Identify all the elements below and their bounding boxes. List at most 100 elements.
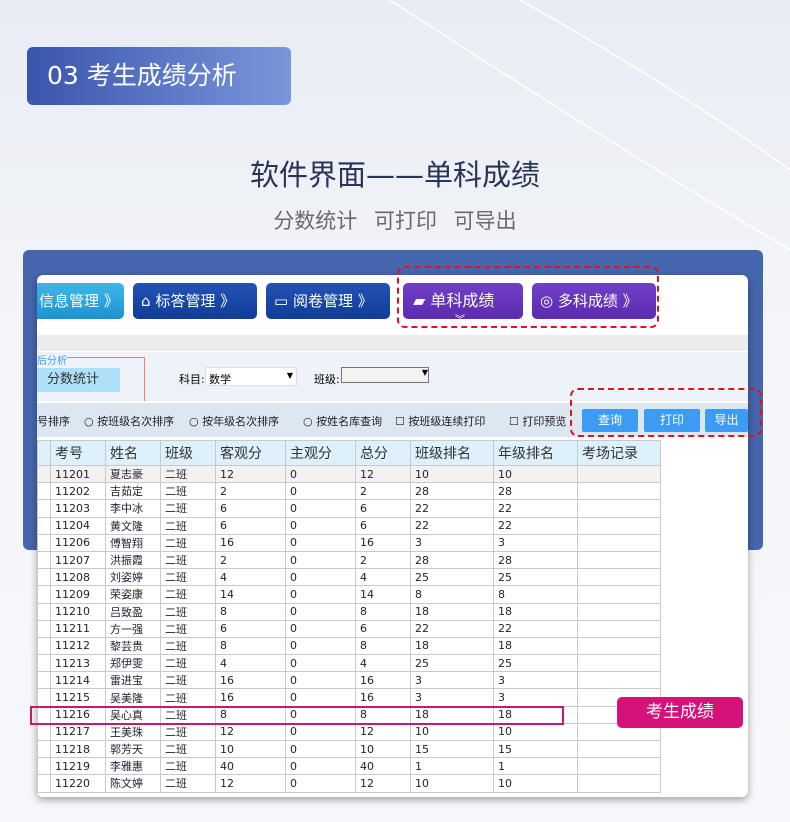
table-cell: 28 [493,550,578,570]
table-row[interactable]: 11204 黄文隆 二班 6 0 6 22 22 [37,516,661,535]
query-button[interactable]: 查询 [582,409,638,432]
nav-answer-management[interactable]: ⌂ 标答管理 》 [133,283,257,319]
row-header[interactable] [37,482,51,501]
row-header[interactable] [37,568,51,587]
class-select[interactable]: ▼ [341,367,429,383]
column-header[interactable]: 考场记录 [577,440,661,466]
table-cell: 荣姿康 [105,585,161,604]
row-header[interactable] [37,619,51,638]
table-cell: 0 [285,602,356,621]
table-cell: 22 [493,499,578,518]
subject-select[interactable]: 数学 ▼ [205,367,297,386]
table-cell: 11216 [50,705,106,724]
table-cell: 二班 [160,757,216,776]
table-row[interactable]: 11211 方一强 二班 6 0 6 22 22 [37,619,661,638]
row-header[interactable] [37,516,51,535]
column-header[interactable]: 考号 [50,440,106,466]
table-cell: 11207 [50,550,106,570]
table-row[interactable]: 11206 傅智翔 二班 16 0 16 3 3 [37,533,661,552]
nav-info-management[interactable]: 信息管理 》 [37,283,124,319]
table-cell: 二班 [160,550,216,570]
table-row[interactable]: 11218 郭芳天 二班 10 0 10 15 15 [37,739,661,759]
continuous-print-checkbox[interactable]: ☐ 按班级连续打印 [395,415,486,428]
table-row[interactable]: 11209 荣姿康 二班 14 0 14 8 8 [37,585,661,604]
table-row[interactable]: 11214 雷进宝 二班 16 0 16 3 3 [37,671,661,690]
column-header[interactable]: 总分 [355,440,411,466]
row-header[interactable] [37,739,51,759]
table-row[interactable]: 11210 吕致盈 二班 8 0 8 18 18 [37,602,661,621]
table-cell: 李中冰 [105,499,161,518]
column-header[interactable]: 主观分 [285,440,356,466]
nav-single-subject-scores[interactable]: ▰ 单科成绩 [403,283,523,319]
table-row[interactable]: 11201 夏志豪 二班 12 0 12 10 10 [37,464,661,484]
table-cell: 11219 [50,757,106,776]
table-row[interactable]: 11202 吉茹定 二班 2 0 2 28 28 [37,482,661,501]
scores-table: 考号 姓名 班级 客观分 主观分 总分 班级排名 年级排名 考场记录 11201 夏志豪 二班 12 0… [37,440,661,793]
score-stats-tab[interactable]: 分数统计 [37,368,120,392]
table-cell: 洪振霞 [105,550,161,570]
callout-student-scores: 考生成绩 [617,697,743,728]
table-cell: 6 [215,516,286,535]
row-header[interactable] [37,671,51,690]
nav-multi-subject-scores[interactable]: ◎ 多科成绩 》 [532,283,656,319]
column-header[interactable]: 年级排名 [493,440,578,466]
row-header[interactable] [37,499,51,518]
row-header[interactable] [37,757,51,776]
row-header[interactable] [37,602,51,621]
print-button[interactable]: 打印 [644,409,700,432]
print-preview-checkbox[interactable]: ☐ 打印预览 [509,415,567,428]
table-row[interactable]: 11203 李中冰 二班 6 0 6 22 22 [37,499,661,518]
row-header[interactable] [37,774,51,793]
row-header[interactable] [37,688,51,707]
table-row[interactable]: 11215 吴美隆 二班 16 0 16 3 3 [37,688,661,707]
row-header[interactable] [37,654,51,673]
table-row[interactable]: 11220 陈文婷 二班 12 0 12 10 10 [37,774,661,793]
table-cell: 0 [285,550,356,570]
divider-bar [37,335,748,351]
table-cell: 22 [410,516,494,535]
row-header[interactable] [37,722,51,742]
table-row[interactable]: 11219 李雅惠 二班 40 0 40 1 1 [37,757,661,776]
class-label: 班级: [314,373,340,386]
table-cell: 22 [410,499,494,518]
table-cell: 二班 [160,739,216,759]
table-cell: 0 [285,464,356,484]
table-cell: 3 [410,688,494,707]
table-cell [577,499,661,518]
table-cell: 4 [355,568,411,587]
column-header[interactable]: 班级排名 [410,440,494,466]
table-cell: 10 [493,774,578,793]
table-row[interactable]: 11208 刘姿婷 二班 4 0 4 25 25 [37,568,661,587]
table-row[interactable]: 11213 郑伊雯 二班 4 0 4 25 25 [37,654,661,673]
table-cell: 12 [355,722,411,742]
table-cell: 11210 [50,602,106,621]
nav-grading-management[interactable]: ▭ 阅卷管理 》 [266,283,390,319]
table-row[interactable]: 11212 黎芸贵 二班 8 0 8 18 18 [37,636,661,656]
table-cell: 黄文隆 [105,516,161,535]
table-cell: 0 [285,654,356,673]
row-header[interactable] [37,550,51,570]
table-cell [577,585,661,604]
table-row[interactable]: 11217 王美珠 二班 12 0 12 10 10 [37,722,661,742]
query-by-name-radio[interactable]: ○ 按姓名库查询 [303,415,383,428]
table-cell: 16 [215,671,286,690]
sort-by-grade-rank-radio[interactable]: ○ 按年级名次排序 [189,415,280,428]
column-header[interactable]: 客观分 [215,440,286,466]
column-header[interactable]: 姓名 [105,440,161,466]
column-header[interactable]: 班级 [160,440,216,466]
table-cell: 方一强 [105,619,161,638]
row-header[interactable] [37,585,51,604]
table-cell: 二班 [160,654,216,673]
table-cell: 11213 [50,654,106,673]
export-button[interactable]: 导出 [705,409,748,432]
table-cell: 11201 [50,464,106,484]
table-cell [577,568,661,587]
table-cell: 0 [285,636,356,656]
row-header[interactable] [37,533,51,552]
table-row[interactable]: 11207 洪振霞 二班 2 0 2 28 28 [37,550,661,570]
sort-by-class-rank-radio[interactable]: ○ 按班级名次排序 [84,415,175,428]
row-header[interactable] [37,464,51,484]
sort-by-number-option[interactable]: 号排序 [37,415,70,428]
table-cell: 4 [215,568,286,587]
row-header[interactable] [37,636,51,656]
